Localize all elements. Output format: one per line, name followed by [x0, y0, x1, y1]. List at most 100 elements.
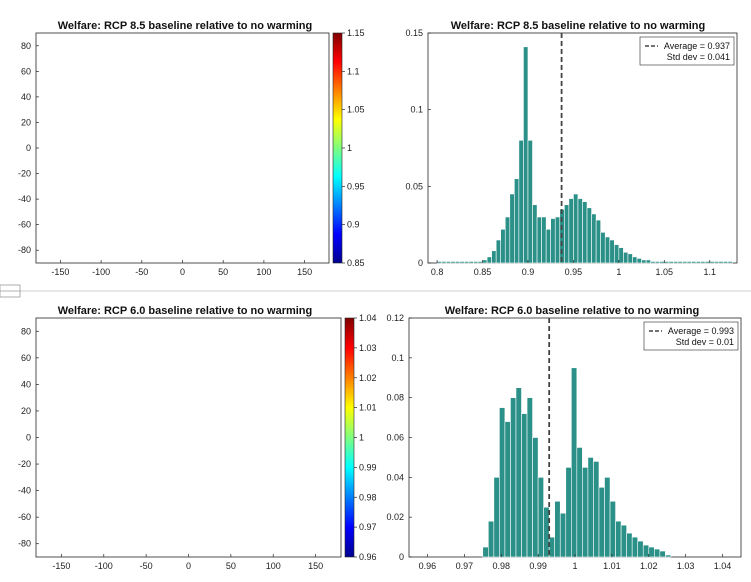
hist-rcp85-xtick-label: 0.8 — [431, 267, 444, 277]
hist-rcp60-bar — [515, 387, 522, 558]
hist-rcp60-bar — [504, 421, 511, 558]
hist-rcp60-ytick-label: 0.06 — [386, 433, 404, 443]
hist-rcp60-bar — [565, 467, 572, 558]
hist-rcp85-bar — [636, 258, 642, 264]
hist-rcp85-bar — [486, 256, 492, 264]
map-rcp85-ytick-label: -20 — [18, 169, 31, 179]
colorbar-rcp60-tick-label: 0.97 — [359, 522, 377, 532]
hist-rcp60-bar — [631, 536, 639, 558]
hist-rcp85-bar — [554, 216, 561, 264]
hist-rcp60-bar — [604, 477, 611, 558]
hist-rcp85-bar — [595, 219, 601, 264]
hist-rcp85-bar — [545, 228, 551, 264]
map-rcp85-xtick-label: 100 — [256, 267, 271, 277]
hist-rcp85-bar — [441, 261, 447, 264]
hist-rcp60-xtick-label: 0.96 — [419, 561, 437, 571]
map-rcp60-xtick-label: -150 — [52, 561, 70, 571]
hist-rcp85-bar — [591, 213, 597, 264]
hist-rcp60-bar — [654, 548, 661, 558]
hist-rcp85-xtick-label: 0.95 — [565, 267, 583, 277]
hist-rcp60-bar — [526, 397, 533, 558]
hist-rcp85-bar — [623, 251, 629, 264]
colorbar-rcp85-tick-label: 0.9 — [347, 220, 360, 230]
hist-rcp85-bar — [654, 261, 661, 264]
hist-rcp85-bar — [477, 261, 483, 264]
hist-rcp60-bar — [598, 486, 605, 558]
map-rcp85-ytick-label: 0 — [26, 143, 31, 153]
hist-rcp60-bar — [537, 477, 544, 558]
hist-rcp85-bar — [614, 244, 620, 264]
hist-rcp85-bar — [459, 261, 465, 264]
colorbar-rcp60-tick-label: 1 — [359, 433, 364, 443]
hist-rcp85-bar — [713, 261, 720, 264]
hist-rcp85-ytick-label: 0.1 — [410, 105, 423, 115]
map-rcp85-ytick-label: -40 — [18, 194, 31, 204]
hist-rcp60-xtick-label: 1.01 — [603, 561, 621, 571]
hist-rcp85-bar — [586, 207, 592, 264]
hist-rcp85-bar — [541, 216, 547, 264]
map-rcp60-frame — [35, 317, 342, 558]
hist-rcp60-bar — [532, 437, 539, 558]
hist-rcp85-xtick-label: 1.1 — [703, 267, 716, 277]
map-rcp85-xtick-label: -150 — [51, 267, 69, 277]
hist-rcp60-xtick-label: 1.03 — [677, 561, 695, 571]
hist-rcp60-legend-std: Std dev = 0.01 — [676, 337, 734, 347]
colorbar-rcp85-tick-label: 0.95 — [347, 181, 365, 191]
hist-rcp85-bar — [536, 216, 542, 264]
map-rcp85-xtick-label: 150 — [297, 267, 312, 277]
colorbar-rcp85-tick-label: 1.05 — [347, 105, 365, 115]
hist-rcp60-bar — [665, 554, 672, 558]
hist-rcp60-bar — [587, 457, 594, 558]
hist-rcp85-xtick-label: 0.9 — [522, 267, 535, 277]
map-rcp85-xtick-label: 0 — [180, 267, 185, 277]
hist-rcp85-bar — [609, 239, 615, 264]
colorbar-rcp60-tick-label: 1.04 — [359, 313, 377, 323]
hist-rcp85-bar — [454, 261, 461, 264]
hist-rcp85-bar — [450, 261, 456, 264]
hist-rcp85-ytick-label: 0.05 — [405, 181, 423, 191]
hist-rcp85-bar — [650, 261, 656, 264]
hist-rcp85-bar — [473, 261, 479, 264]
hist-rcp85-bar — [550, 218, 556, 264]
colorbar-rcp85-tick-label: 0.85 — [347, 258, 365, 268]
hist-rcp85-bar — [577, 198, 583, 264]
hist-rcp85-bar — [504, 216, 511, 264]
hist-rcp60-xtick-label: 0.97 — [456, 561, 474, 571]
hist-rcp85-bar — [641, 259, 647, 264]
hist-rcp85-bar — [564, 204, 570, 264]
colorbar-rcp60-tick-label: 0.99 — [359, 462, 377, 472]
hist-rcp85-bar — [482, 259, 488, 264]
hist-rcp85-bar — [532, 204, 538, 264]
hist-rcp60-xtick-label: 1 — [572, 561, 577, 571]
map-rcp60-xtick-label: 50 — [226, 561, 236, 571]
hist-rcp85-bar — [468, 261, 474, 264]
hist-rcp85-bar — [645, 259, 651, 264]
hist-rcp85-bar — [573, 193, 579, 264]
hist-rcp60-bar — [593, 461, 600, 558]
hist-rcp60-bar — [482, 546, 489, 558]
hist-rcp85-bar — [632, 256, 638, 264]
hist-rcp60-bar — [648, 546, 655, 558]
hist-rcp85-bar — [691, 261, 697, 264]
map-rcp60-xtick-label: 100 — [266, 561, 281, 571]
hist-rcp85-bar — [727, 261, 733, 264]
hist-rcp60-bar — [582, 467, 589, 558]
hist-rcp85-bar — [704, 261, 711, 264]
hist-rcp60-bar — [493, 477, 500, 558]
colorbar-rcp60-tick-label: 0.98 — [359, 492, 377, 502]
hist-rcp85-bar — [659, 261, 665, 264]
map-rcp85-title: Welfare: RCP 8.5 baseline relative to no… — [58, 20, 313, 32]
map-rcp85-ytick-label: -80 — [18, 245, 31, 255]
hist-rcp60-xtick-label: 0.99 — [529, 561, 547, 571]
map-rcp85-ytick-label: 20 — [21, 117, 31, 127]
hist-rcp85-bar — [718, 261, 724, 264]
map-rcp60-ytick-label: 0 — [26, 433, 31, 443]
map-rcp85 — [35, 32, 330, 264]
hist-rcp85-legend-average: Average = 0.937 — [664, 41, 730, 51]
hist-rcp85-bar — [723, 261, 729, 264]
hist-rcp85-bar — [491, 250, 497, 264]
hist-rcp60-bar — [510, 397, 517, 558]
hist-rcp85-bar — [600, 232, 606, 264]
map-rcp60-ytick-label: -60 — [18, 512, 31, 522]
colorbar-rcp85-tick-label: 1 — [347, 143, 352, 153]
